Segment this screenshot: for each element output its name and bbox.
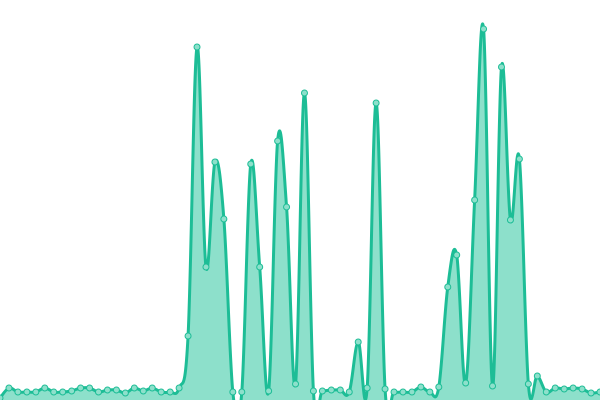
data-point-5 [41,384,49,392]
data-point-44 [390,388,398,396]
data-point-58 [515,155,523,163]
data-point-51 [453,251,461,259]
data-point-34 [300,89,308,97]
data-point-21 [184,332,192,340]
data-point-27 [238,388,246,396]
data-point-60 [533,372,541,380]
data-point-31 [274,137,282,145]
data-point-9 [77,384,85,392]
data-point-50 [444,283,452,291]
data-point-2 [14,388,22,396]
data-point-36 [318,387,326,395]
data-point-61 [542,388,550,396]
data-point-20 [175,384,183,392]
data-point-43 [381,385,389,393]
data-point-35 [309,387,317,395]
data-point-14 [121,389,129,397]
data-point-52 [462,379,470,387]
data-point-47 [417,383,425,391]
data-point-29 [256,263,264,271]
data-point-28 [247,160,255,168]
data-point-53 [471,196,479,204]
data-point-38 [336,386,344,394]
data-point-41 [363,384,371,392]
data-point-63 [560,385,568,393]
data-point-23 [202,263,210,271]
data-point-3 [23,388,31,396]
data-point-39 [345,388,353,396]
data-point-18 [157,388,165,396]
data-point-16 [139,387,147,395]
data-point-22 [193,43,201,51]
data-point-48 [426,388,434,396]
data-point-8 [68,387,76,395]
data-point-64 [569,384,577,392]
data-point-55 [489,382,497,390]
data-point-56 [497,63,505,71]
data-point-0 [0,394,4,400]
data-point-49 [435,383,443,391]
data-point-33 [292,380,300,388]
data-point-46 [408,388,416,396]
data-point-15 [130,384,138,392]
data-point-12 [103,386,111,394]
data-point-30 [265,387,273,395]
data-point-24 [211,158,219,166]
data-point-65 [578,385,586,393]
data-point-66 [587,389,595,397]
data-point-26 [229,388,237,396]
data-point-17 [148,384,156,392]
data-point-45 [399,388,407,396]
data-point-13 [112,386,120,394]
data-point-7 [59,388,67,396]
data-point-4 [32,388,40,396]
data-point-54 [480,25,488,33]
data-point-40 [354,338,362,346]
data-point-42 [372,99,380,107]
series-area [0,24,600,400]
data-point-37 [327,386,335,394]
data-point-62 [551,384,559,392]
data-point-32 [283,203,291,211]
data-point-25 [220,215,228,223]
data-point-6 [50,388,58,396]
data-point-59 [524,380,532,388]
data-point-19 [166,388,174,396]
data-point-1 [5,384,13,392]
data-point-11 [95,388,103,396]
data-point-57 [506,216,514,224]
data-point-10 [86,384,94,392]
data-point-67 [596,388,600,396]
